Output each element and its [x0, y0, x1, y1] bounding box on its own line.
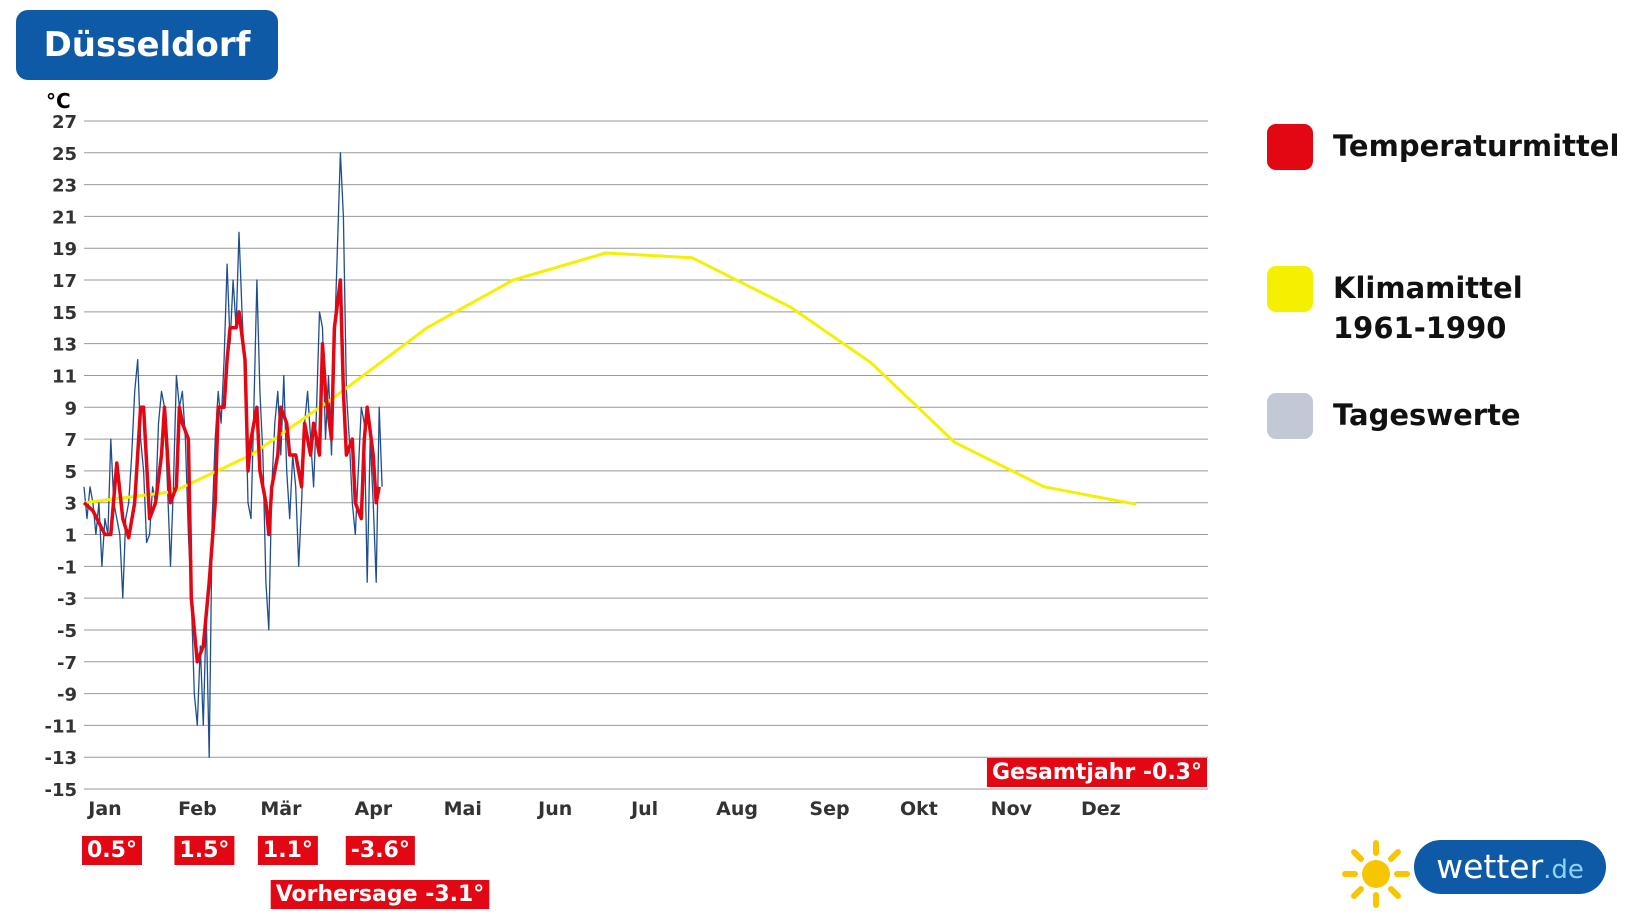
x-tick-label: Mär: [260, 798, 302, 820]
annotation: Vorhersage -3.1°: [276, 882, 485, 907]
annotation: Gesamtjahr -0.3°: [992, 760, 1202, 785]
y-tick-label: -9: [57, 685, 77, 706]
annotation: 1.1°: [263, 838, 313, 863]
logo-sun: [1342, 840, 1410, 908]
y-tick-label: 13: [52, 335, 77, 356]
y-tick-label: -11: [44, 716, 77, 737]
y-tick-label: -15: [44, 780, 77, 801]
legend-swatch: [1267, 124, 1313, 170]
annotation-box: [82, 836, 142, 865]
x-tick-label: Aug: [716, 798, 758, 820]
annotation: 0.5°: [87, 838, 137, 863]
annotation-box: [257, 836, 318, 865]
logo-suffix: .de: [1543, 855, 1584, 885]
annotation-box: [174, 836, 235, 865]
y-tick-label: 9: [64, 398, 77, 419]
annotation-box: [986, 758, 1207, 787]
legend-label: Klimamittel 1961-1990: [1333, 271, 1523, 345]
y-tick-label: 19: [52, 239, 77, 260]
x-tick-label: Feb: [178, 798, 217, 820]
annotation-box: [270, 880, 490, 909]
series-line: [83, 251, 1137, 506]
logo-name: wetter: [1436, 847, 1544, 886]
x-tick-label: Jan: [86, 798, 121, 820]
x-tick-label: Jul: [629, 798, 658, 820]
city-title: Düsseldorf: [16, 10, 278, 80]
logo: wetter.de: [1414, 840, 1606, 894]
x-tick-label: Nov: [991, 798, 1033, 820]
x-tick-label: Apr: [354, 798, 392, 820]
y-unit: °C: [46, 89, 71, 113]
y-tick-label: 23: [52, 176, 77, 197]
y-tick-label: 3: [64, 494, 77, 515]
y-tick-label: 7: [64, 430, 77, 451]
annotation-box: [345, 836, 415, 865]
series-line: [83, 152, 383, 758]
x-tick-label: Dez: [1081, 798, 1121, 820]
y-tick-label: -7: [57, 653, 77, 674]
y-tick-label: -3: [57, 589, 77, 610]
y-tick-label: 15: [52, 303, 77, 324]
y-tick-label: 25: [52, 144, 77, 165]
y-tick-label: -5: [57, 621, 77, 642]
legend-label: Tageswerte: [1333, 398, 1521, 432]
y-tick-label: 11: [52, 366, 77, 387]
legend-swatch: [1267, 266, 1313, 312]
legend-swatch: [1267, 393, 1313, 439]
annotation: -3.6°: [351, 838, 410, 863]
y-tick-label: 5: [64, 462, 77, 483]
y-tick-label: 17: [52, 271, 77, 292]
annotation: 1.5°: [179, 838, 229, 863]
y-tick-label: 21: [52, 207, 77, 228]
y-tick-label: -1: [57, 557, 77, 578]
x-tick-label: Mai: [444, 798, 482, 820]
x-tick-label: Sep: [809, 798, 849, 820]
x-tick-label: Okt: [900, 798, 938, 820]
series-line: [82, 278, 381, 664]
y-tick-label: 1: [64, 526, 77, 547]
y-tick-label: -13: [44, 748, 77, 769]
x-tick-label: Jun: [536, 798, 572, 820]
y-tick-label: 27: [52, 112, 77, 133]
legend-label: Temperaturmittel: [1333, 129, 1620, 163]
